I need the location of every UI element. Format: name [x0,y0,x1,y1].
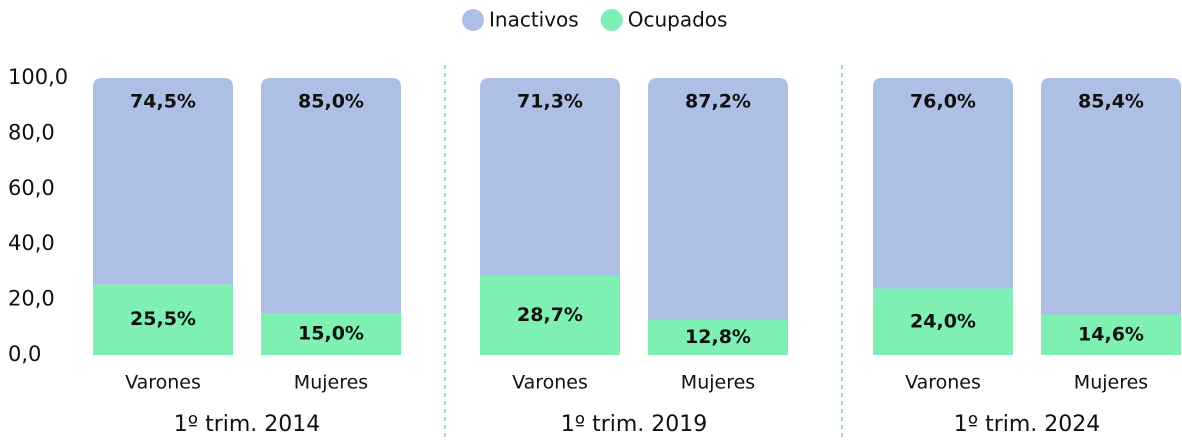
value-label: 85,0% [298,91,364,113]
legend-swatch [462,9,484,31]
group-label: 1º trim. 2024 [954,412,1101,437]
bar-segment [480,78,620,276]
bar-segment [1041,78,1181,315]
x-tick-label: Varones [125,372,201,394]
bar-segment [1041,314,1181,355]
y-tick-label: 20,0 [8,287,55,311]
bar-segment [261,313,401,355]
y-tick-label: 40,0 [8,231,55,255]
x-tick-label: Varones [512,372,588,394]
bar-segment [873,78,1013,289]
value-label: 25,5% [130,308,196,330]
x-tick-label: Varones [905,372,981,394]
value-label: 12,8% [685,326,751,348]
value-label: 24,0% [910,310,976,332]
value-label: 87,2% [685,91,751,113]
value-label: 76,0% [910,91,976,113]
bar-segment [93,78,233,285]
group-label: 1º trim. 2014 [174,412,321,437]
bar-segment [648,319,788,355]
x-tick-label: Mujeres [1074,372,1148,394]
y-tick-label: 60,0 [8,176,55,200]
value-label: 71,3% [517,91,583,113]
value-label: 28,7% [517,304,583,326]
value-label: 15,0% [298,323,364,345]
group-label: 1º trim. 2019 [561,412,708,437]
bar-segment [480,275,620,355]
value-label: 14,6% [1078,323,1144,345]
legend-swatch [600,9,623,31]
x-tick-label: Mujeres [294,372,368,394]
value-label: 85,4% [1078,91,1144,113]
y-tick-label: 100,0 [8,65,68,89]
y-tick-label: 80,0 [8,120,55,144]
x-tick-label: Mujeres [681,372,755,394]
bar-segment [93,284,233,355]
value-label: 74,5% [130,91,196,113]
legend-label: Inactivos [489,8,579,32]
y-tick-label: 0,0 [8,342,41,366]
bar-segment [648,78,788,320]
bar-segment [261,78,401,314]
legend-label: Ocupados [628,8,728,32]
bar-segment [873,288,1013,355]
